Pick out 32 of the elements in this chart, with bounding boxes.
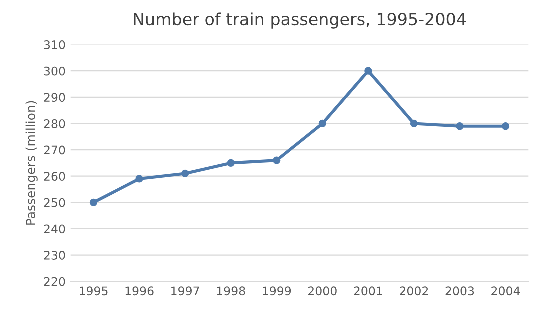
x-tick-label: 1997 xyxy=(172,286,200,296)
point xyxy=(273,156,281,164)
x-tick-label: 2003 xyxy=(446,286,474,296)
point xyxy=(364,67,372,75)
x-tick-label: 2000 xyxy=(308,286,337,296)
point xyxy=(456,122,464,130)
point xyxy=(318,120,326,128)
point xyxy=(181,170,190,178)
x-tick-label: 2002 xyxy=(400,286,428,296)
x-tick-label: 1995 xyxy=(80,286,108,296)
point xyxy=(502,122,510,130)
y-tick-label: 250 xyxy=(44,198,66,208)
point xyxy=(410,120,418,128)
y-tick-label: 230 xyxy=(44,251,66,260)
x-tick-label: 2001 xyxy=(354,286,382,296)
y-tick-label: 270 xyxy=(44,146,66,155)
y-axis-title: Passengers (million) xyxy=(26,101,38,225)
y-tick-label: 220 xyxy=(44,277,66,286)
x-tick-label: 1996 xyxy=(126,286,154,296)
y-tick-label: 280 xyxy=(44,119,66,128)
point xyxy=(136,175,144,183)
y-tick-label: 260 xyxy=(44,172,66,182)
point xyxy=(90,198,98,206)
x-tick-label: 1999 xyxy=(263,286,292,296)
y-tick-label: 290 xyxy=(44,93,66,102)
y-tick-label: 300 xyxy=(44,66,66,76)
y-tick-label: 240 xyxy=(44,224,66,234)
x-tick-label: 2004 xyxy=(492,286,520,296)
y-tick-label: 310 xyxy=(44,40,66,50)
x-tick-label: 1998 xyxy=(217,286,246,296)
point xyxy=(227,159,235,168)
chart-title: Number of train passengers, 1995-2004 xyxy=(134,12,466,29)
